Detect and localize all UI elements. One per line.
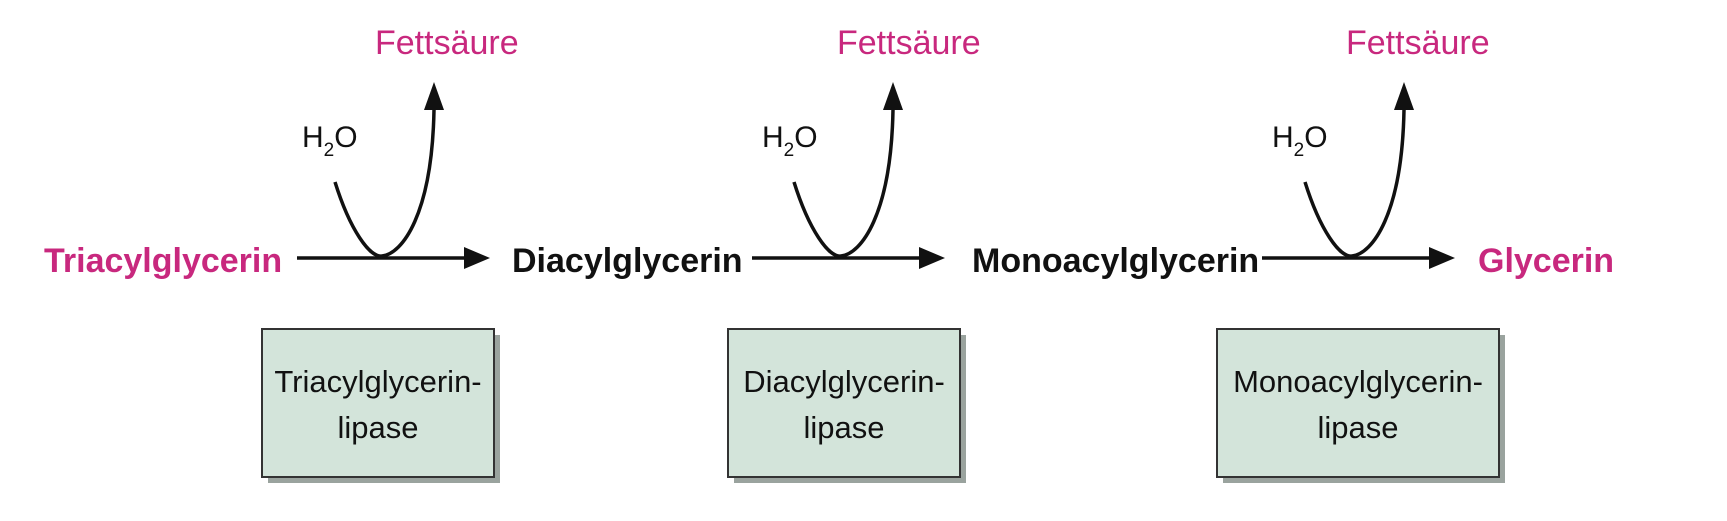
fatty-acid-arrow-head-1 xyxy=(424,82,444,110)
fatty-acid-arrow-head-2 xyxy=(883,82,903,110)
fatty-acid-label-2: Fettsäure xyxy=(837,24,981,62)
fatty-acid-label-1: Fettsäure xyxy=(375,24,519,62)
enzyme-name-1-line1: Triacylglycerin- xyxy=(274,364,481,399)
enzyme-box-1 xyxy=(261,328,495,478)
water-uptake-curve-2 xyxy=(792,109,895,258)
enzyme-name-3-line2: lipase xyxy=(1318,410,1399,445)
reaction-step-3: H2O Fettsäure Monoacylglycerin- lipase xyxy=(1216,24,1505,483)
enzyme-name-2-line2: lipase xyxy=(804,410,885,445)
reaction-step-2: H2O Fettsäure Diacylglycerin- lipase xyxy=(727,24,981,483)
water-uptake-curve-3 xyxy=(1303,109,1406,258)
enzyme-name-2-line1: Diacylglycerin- xyxy=(743,364,945,399)
water-label-2: H2O xyxy=(762,121,818,161)
water-label-3: H2O xyxy=(1272,121,1328,161)
arrow-head-3 xyxy=(1429,247,1455,269)
enzyme-name-1-line2: lipase xyxy=(338,410,419,445)
enzyme-name-3-line1: Monoacylglycerin- xyxy=(1233,364,1483,399)
arrow-head-1 xyxy=(464,247,490,269)
compound-monoacylglycerin: Monoacylglycerin xyxy=(972,242,1259,280)
compound-glycerin: Glycerin xyxy=(1478,242,1614,280)
compound-diacylglycerin: Diacylglycerin xyxy=(512,242,743,280)
enzyme-box-3 xyxy=(1216,328,1500,478)
water-uptake-curve-1 xyxy=(333,109,436,258)
water-label-1: H2O xyxy=(302,121,358,161)
arrow-head-2 xyxy=(919,247,945,269)
compound-triacylglycerin: Triacylglycerin xyxy=(44,242,282,280)
fatty-acid-arrow-head-3 xyxy=(1394,82,1414,110)
fatty-acid-label-3: Fettsäure xyxy=(1346,24,1490,62)
reaction-step-1: H2O Fettsäure Triacylglycerin- lipase xyxy=(261,24,519,483)
enzyme-box-2 xyxy=(727,328,961,478)
